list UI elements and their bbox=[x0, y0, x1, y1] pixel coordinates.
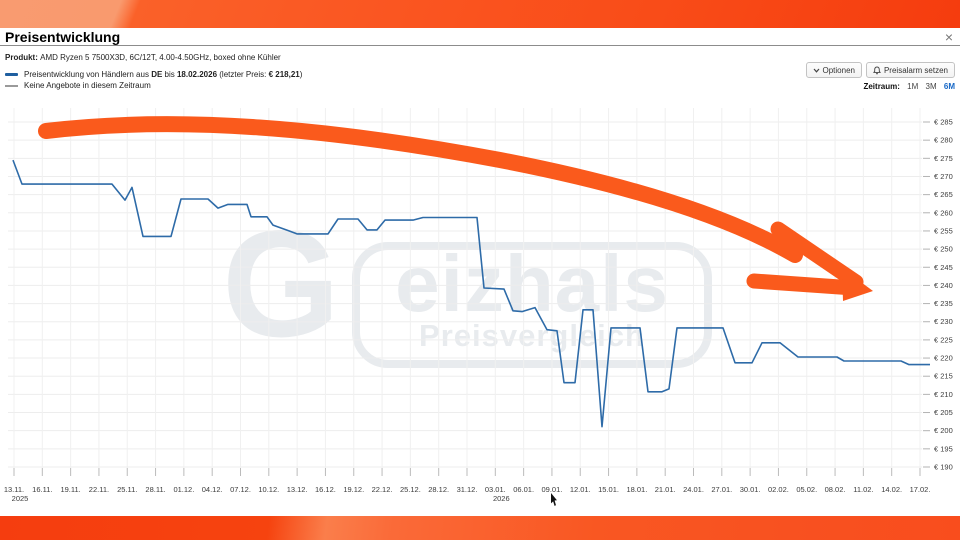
top-brand-bar bbox=[0, 0, 960, 28]
legend-series-label: Preisentwicklung von Händlern aus DE bis… bbox=[24, 70, 303, 79]
x-axis-label: 16.12. bbox=[315, 485, 336, 494]
x-axis-label: 28.12. bbox=[428, 485, 449, 494]
legend-no-offers-label: Keine Angebote in diesem Zeitraum bbox=[24, 81, 151, 90]
y-axis-label: € 210 bbox=[934, 390, 953, 399]
x-axis-label: 13.11. bbox=[4, 485, 24, 494]
timerange-selector: Zeitraum: 1M 3M 6M bbox=[863, 82, 955, 91]
x-axis-label: 30.01. bbox=[740, 485, 761, 494]
x-axis-label: 19.11. bbox=[60, 485, 80, 494]
x-axis-label: 13.12. bbox=[287, 485, 308, 494]
x-axis-label: 16.11. bbox=[32, 485, 52, 494]
y-axis-label: € 275 bbox=[934, 154, 953, 163]
x-axis-label: 31.12. bbox=[457, 485, 478, 494]
bottom-brand-bar bbox=[0, 516, 960, 540]
mouse-cursor bbox=[551, 493, 557, 506]
product-label: Produkt: bbox=[5, 53, 38, 62]
y-axis-label: € 190 bbox=[934, 463, 953, 472]
y-axis-label: € 270 bbox=[934, 172, 953, 181]
x-axis-label: 22.11. bbox=[89, 485, 109, 494]
x-axis-year-label: 2025 bbox=[12, 494, 29, 503]
x-axis-label: 25.12. bbox=[400, 485, 421, 494]
legend-no-offers-row: Keine Angebote in diesem Zeitraum bbox=[5, 80, 302, 91]
chart-legend: Preisentwicklung von Händlern aus DE bis… bbox=[5, 69, 302, 91]
x-axis-label: 12.01. bbox=[570, 485, 591, 494]
no-offers-swatch bbox=[5, 84, 18, 87]
timerange-1m[interactable]: 1M bbox=[907, 82, 919, 91]
y-axis-label: € 235 bbox=[934, 299, 953, 308]
x-axis-label: 17.02. bbox=[910, 485, 931, 494]
x-axis-label: 05.02. bbox=[796, 485, 817, 494]
x-axis-label: 24.01. bbox=[683, 485, 704, 494]
x-axis-label: 09.01. bbox=[542, 485, 563, 494]
y-axis-label: € 265 bbox=[934, 190, 953, 199]
y-axis-label: € 230 bbox=[934, 317, 953, 326]
options-button[interactable]: Optionen bbox=[805, 62, 862, 78]
watermark-box: eizhals Preisvergleich bbox=[352, 242, 712, 368]
watermark-brand: eizhals bbox=[395, 242, 669, 328]
timerange-3m[interactable]: 3M bbox=[925, 82, 937, 91]
x-axis-label: 14.02. bbox=[881, 485, 902, 494]
page-title: Preisentwicklung bbox=[5, 29, 121, 45]
y-axis-label: € 260 bbox=[934, 208, 953, 217]
x-axis-label: 08.02. bbox=[825, 485, 846, 494]
x-axis-label: 06.01. bbox=[513, 485, 534, 494]
series-line-swatch bbox=[5, 73, 18, 76]
y-axis-label: € 250 bbox=[934, 245, 953, 254]
x-axis-label: 25.11. bbox=[117, 485, 137, 494]
chart-actions: Optionen Preisalarm setzen bbox=[805, 62, 955, 78]
y-axis-label: € 200 bbox=[934, 426, 953, 435]
watermark-tagline: Preisvergleich bbox=[419, 318, 645, 353]
x-axis-label: 10.12. bbox=[258, 485, 279, 494]
x-axis-label: 22.12. bbox=[372, 485, 393, 494]
x-axis-label: 15.01. bbox=[598, 485, 619, 494]
product-value: AMD Ryzen 5 7500X3D, 6C/12T, 4.00-4.50GH… bbox=[40, 53, 281, 62]
price-alarm-button[interactable]: Preisalarm setzen bbox=[865, 62, 955, 78]
y-axis-label: € 280 bbox=[934, 136, 953, 145]
y-axis-label: € 220 bbox=[934, 354, 953, 363]
x-axis-label: 28.11. bbox=[145, 485, 165, 494]
price-line[interactable] bbox=[12, 159, 930, 428]
last-price-value: € 218,21 bbox=[268, 70, 300, 79]
y-axis-label: € 215 bbox=[934, 372, 953, 381]
x-axis-label: 04.12. bbox=[202, 485, 223, 494]
trend-arrow-annotation bbox=[38, 116, 873, 301]
x-axis-label: 11.02. bbox=[853, 485, 873, 494]
x-axis-label: 18.01. bbox=[626, 485, 647, 494]
x-axis-label: 27.01. bbox=[711, 485, 732, 494]
timerange-label: Zeitraum: bbox=[863, 82, 900, 91]
x-axis-label: 03.01. bbox=[485, 485, 506, 494]
y-axis-label: € 245 bbox=[934, 263, 953, 272]
y-axis-label: € 205 bbox=[934, 408, 953, 417]
close-icon[interactable]: × bbox=[944, 29, 954, 45]
modal-header: Preisentwicklung × bbox=[0, 28, 960, 46]
legend-series-row: Preisentwicklung von Händlern aus DE bis… bbox=[5, 69, 302, 80]
x-axis-label: 02.02. bbox=[768, 485, 789, 494]
y-axis-label: € 240 bbox=[934, 281, 953, 290]
y-axis-label: € 195 bbox=[934, 444, 953, 453]
y-axis-label: € 255 bbox=[934, 226, 953, 235]
x-axis-label: 21.01. bbox=[655, 485, 676, 494]
y-axis-label: € 225 bbox=[934, 335, 953, 344]
bell-icon bbox=[872, 66, 881, 74]
x-axis-label: 07.12. bbox=[230, 485, 251, 494]
x-axis-year-label: 2026 bbox=[493, 494, 510, 503]
product-line: Produkt: AMD Ryzen 5 7500X3D, 6C/12T, 4.… bbox=[5, 53, 281, 62]
y-axis-label: € 285 bbox=[934, 118, 953, 127]
x-axis-label: 01.12. bbox=[173, 485, 194, 494]
x-axis-label: 19.12. bbox=[343, 485, 364, 494]
timerange-6m[interactable]: 6M bbox=[943, 82, 955, 91]
chevron-down-icon bbox=[813, 68, 819, 73]
